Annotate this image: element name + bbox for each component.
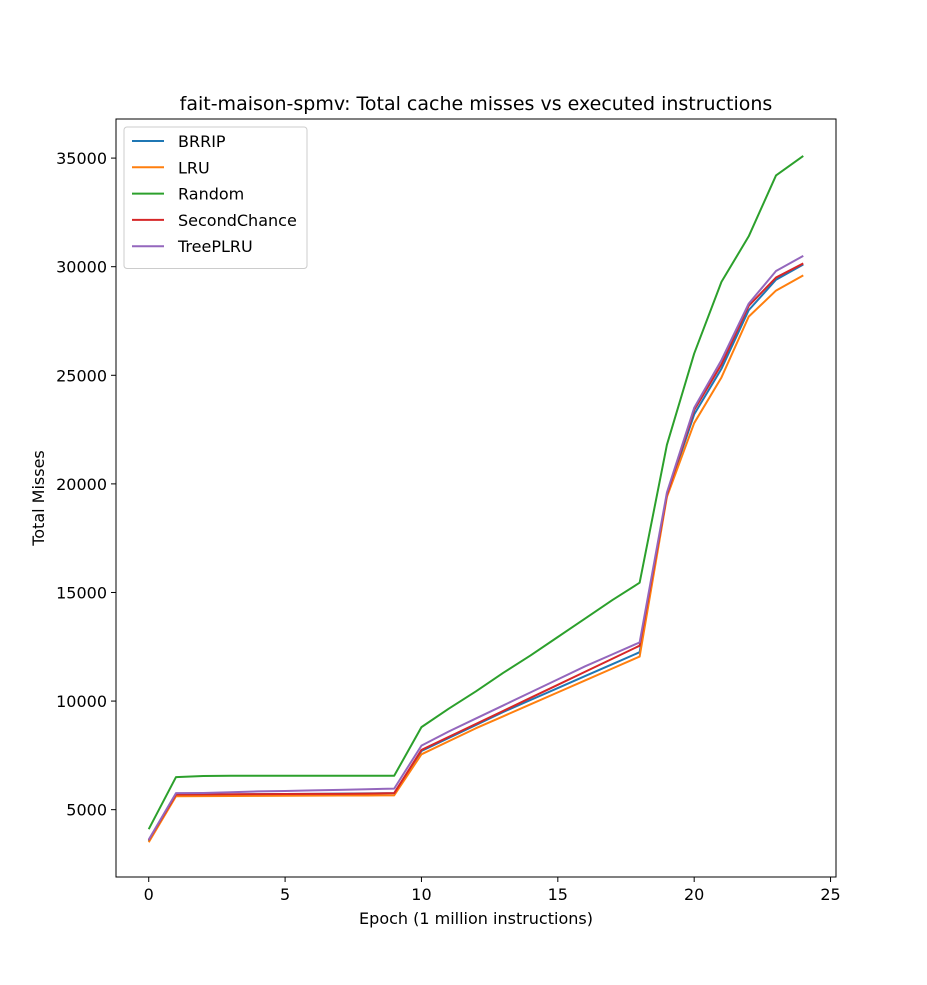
plot-frame bbox=[115, 118, 837, 878]
x-tick-label: 20 bbox=[684, 885, 704, 904]
legend-label-treeplru: TreePLRU bbox=[177, 237, 253, 256]
legend-label-brrip: BRRIP bbox=[178, 132, 226, 151]
x-tick-label: 0 bbox=[144, 885, 154, 904]
y-tick-label: 15000 bbox=[56, 583, 107, 602]
y-axis-label: Total Misses bbox=[29, 450, 48, 547]
x-tick-label: 15 bbox=[548, 885, 568, 904]
legend-label-random: Random bbox=[178, 185, 244, 204]
series-line-random bbox=[147, 155, 804, 830]
legend: BRRIP LRU Random SecondChance TreePLRU bbox=[123, 126, 308, 269]
legend-label-secondchance: SecondChance bbox=[178, 211, 297, 230]
y-tick-label: 5000 bbox=[66, 801, 107, 820]
series-layer bbox=[147, 155, 804, 843]
series-line-lru bbox=[147, 274, 804, 843]
legend-box bbox=[123, 126, 308, 269]
y-tick-label: 20000 bbox=[56, 475, 107, 494]
x-tick-label: 25 bbox=[820, 885, 840, 904]
series-line-treeplru bbox=[147, 254, 804, 841]
x-axis-label: Epoch (1 million instructions) bbox=[359, 909, 593, 928]
legend-label-lru: LRU bbox=[178, 158, 210, 177]
axes-layer: 0 5 10 15 20 25 5000 10000 15000 20000 25000 30000 3… bbox=[56, 149, 841, 904]
y-tick-label: 35000 bbox=[56, 149, 107, 168]
y-tick-label: 25000 bbox=[56, 366, 107, 385]
y-tick-label: 10000 bbox=[56, 692, 107, 711]
x-tick-label: 5 bbox=[280, 885, 290, 904]
x-tick-label: 10 bbox=[411, 885, 431, 904]
y-tick-label: 30000 bbox=[56, 258, 107, 277]
chart-title: fait-maison-spmv: Total cache misses vs … bbox=[180, 93, 773, 115]
